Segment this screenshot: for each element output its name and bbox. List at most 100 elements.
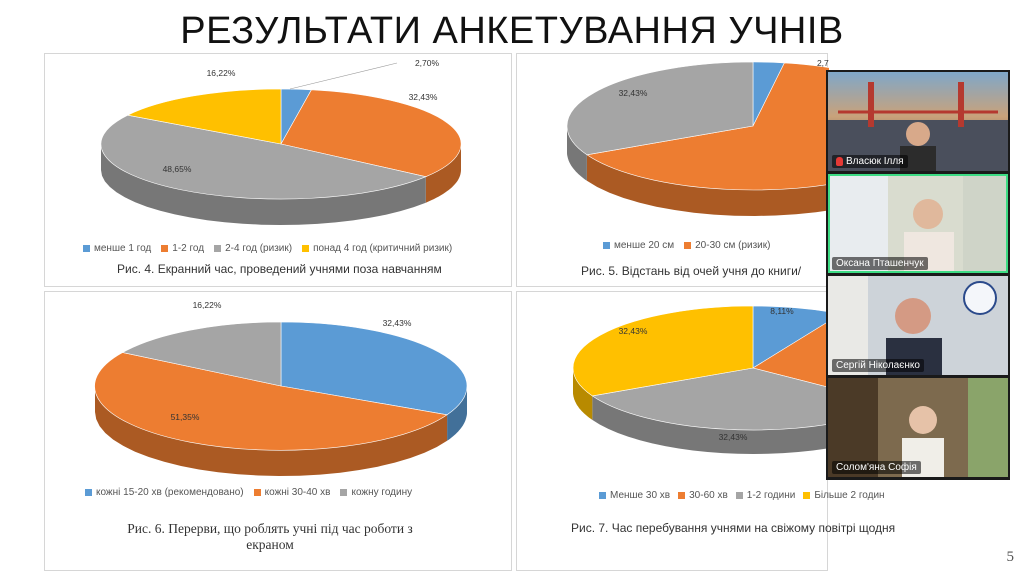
pie-slice <box>752 305 829 369</box>
pie-slice <box>94 352 448 451</box>
legend-item: 2-4 год (ризик) <box>214 243 292 254</box>
pie-data-label: 2,70% <box>415 58 440 68</box>
pie-slice <box>280 321 468 416</box>
chart-legend: кожні 15-20 хв (рекомендовано) кожні 30-… <box>85 487 412 498</box>
participant-tile[interactable]: Власюк Ілля <box>828 72 1008 171</box>
legend-swatch <box>599 492 606 499</box>
legend-swatch <box>302 245 310 252</box>
legend-swatch <box>735 492 743 499</box>
pie-chart-breaks: 32,43% 51,35% 16,22% <box>94 300 468 476</box>
muted-mic-icon <box>836 157 843 166</box>
chart-caption: Рис. 7. Час перебування учнями на свіжом… <box>571 521 896 535</box>
chart-panel-screen-time: 2,70% 32,43% 48,65% 16,22% менше 1 год 1-2 … <box>44 53 512 287</box>
legend-swatch <box>684 242 692 249</box>
pie-chart-screen-time: 2,70% 32,43% 48,65% 16,22% <box>100 58 462 225</box>
legend-swatch <box>340 489 348 496</box>
legend-swatch <box>678 492 686 499</box>
pie-slice <box>280 89 462 178</box>
pie-slice <box>121 321 282 387</box>
legend-label: кожну годину <box>351 487 413 498</box>
legend-label: 20-30 см (ризик) <box>695 240 771 251</box>
participant-name: Оксана Пташенчук <box>836 258 924 269</box>
pie-data-label: 8,11% <box>770 306 794 316</box>
participant-name-label: Солом'яна Софія <box>832 461 921 474</box>
chart-panel-outdoor-time: 8,11% 32,43% 32,43% Менше 30 хв 30-60 хв 1… <box>516 291 895 571</box>
legend-swatch <box>214 245 222 252</box>
participant-tile-active-speaker[interactable]: Оксана Пташенчук <box>828 174 1008 273</box>
video-feed <box>828 378 1008 477</box>
chart-panel-eye-distance: 2,70% 32,43% менше 20 см 20-30 см (ризик)… <box>516 53 829 287</box>
legend-label: понад 4 год (критичний ризик) <box>313 243 453 254</box>
pie-data-label: 32,43% <box>409 92 438 102</box>
chart-caption: Рис. 5. Відстань від очей учня до книги/ <box>581 264 802 278</box>
pie-data-label: 48,65% <box>163 164 192 174</box>
participant-name-label: Сергій Ніколаєнко <box>832 359 924 372</box>
legend-label: кожні 30-40 хв <box>264 487 331 498</box>
slide-title: РЕЗУЛЬТАТИ АНКЕТУВАННЯ УЧНІВ <box>180 10 844 52</box>
participant-name-label: Оксана Пташенчук <box>832 257 928 270</box>
pie-chart-outdoor-time: 8,11% 32,43% 32,43% <box>572 305 829 454</box>
chart-legend: Менше 30 хв 30-60 хв 1-2 години Більше 2… <box>599 490 885 501</box>
participant-tile[interactable]: Солом'яна Софія <box>828 378 1008 477</box>
pie-slice-side <box>95 386 448 476</box>
pie-slice <box>591 367 829 431</box>
legend-item: Менше 30 хв <box>599 490 670 501</box>
pie-slice-side <box>567 126 587 181</box>
legend-label: 1-2 год <box>172 243 205 254</box>
legend-label: Менше 30 хв <box>610 490 671 501</box>
participant-tile[interactable]: Сергій Ніколаєнко <box>828 276 1008 375</box>
legend-item: Більше 2 годин <box>803 490 885 501</box>
legend-swatch <box>161 245 169 252</box>
leader-line <box>289 62 398 90</box>
video-feed <box>828 174 1008 273</box>
pie-slice <box>566 61 754 156</box>
legend-swatch <box>803 492 811 499</box>
legend-label: 2-4 год (ризик) <box>225 243 293 254</box>
legend-item: 1-2 год <box>161 243 204 254</box>
legend-swatch <box>83 245 90 252</box>
legend-item: понад 4 год (критичний ризик) <box>302 243 452 254</box>
chart-caption: Рис. 4. Екранний час, проведений учнями … <box>117 262 442 276</box>
legend-item: менше 1 год <box>83 243 151 254</box>
pie-slice-side <box>425 144 461 203</box>
participant-name: Сергій Ніколаєнко <box>836 360 920 371</box>
pie-chart-eye-distance: 2,70% 32,43% <box>566 58 829 216</box>
pie-slice-side <box>586 154 829 216</box>
pie-data-label: 32,43% <box>619 326 648 336</box>
page-number: 5 <box>1006 549 1015 565</box>
pie-slice <box>586 62 829 191</box>
participant-name: Власюк Ілля <box>846 156 904 167</box>
legend-swatch <box>253 489 261 496</box>
chart-legend: менше 1 год 1-2 год 2-4 год (ризик) пона… <box>83 243 452 254</box>
legend-label: 30-60 хв <box>689 490 728 501</box>
pie-slice-side <box>101 144 426 225</box>
legend-item: кожні 30-40 хв <box>253 487 331 498</box>
legend-item: 1-2 години <box>735 490 796 501</box>
legend-swatch <box>85 489 92 496</box>
chart-panel-breaks: 32,43% 51,35% 16,22% кожні 15-20 хв (реком… <box>44 291 512 571</box>
pie-data-label: 32,43% <box>719 432 748 442</box>
video-feed <box>828 276 997 375</box>
pie-slice <box>100 114 427 200</box>
pie-slice-side <box>573 368 593 420</box>
legend-label: кожні 15-20 хв (рекомендовано) <box>96 487 244 498</box>
legend-label: 1-2 години <box>746 490 796 501</box>
legend-item: 20-30 см (ризик) <box>684 240 770 251</box>
legend-swatch <box>603 242 610 249</box>
pie-slice <box>752 320 829 388</box>
pie-slice <box>126 88 282 145</box>
chart-caption: Рис. 6. Перерви, що роблять учні під час… <box>127 521 413 552</box>
pie-slice-side <box>592 395 829 454</box>
pie-data-label: 2,70% <box>817 58 829 68</box>
legend-item: 30-60 хв <box>678 490 728 501</box>
pie-data-label: 32,43% <box>383 318 412 328</box>
legend-item: кожні 15-20 хв (рекомендовано) <box>85 487 244 498</box>
pie-data-label: 51,35% <box>171 412 200 422</box>
participant-name: Солом'яна Софія <box>836 462 917 473</box>
participant-name-label: Власюк Ілля <box>832 155 908 168</box>
pie-data-label: 32,43% <box>619 88 648 98</box>
video-participants-panel: Власюк Ілля Оксана Пташенчук Сергій Ніко… <box>826 70 1010 480</box>
legend-label: менше 20 см <box>614 240 675 251</box>
legend-label: Більше 2 годин <box>814 490 885 501</box>
legend-item: кожну годину <box>340 487 412 498</box>
